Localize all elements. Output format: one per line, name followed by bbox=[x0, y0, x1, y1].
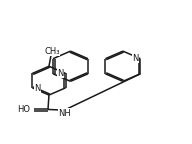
Text: HO: HO bbox=[17, 105, 30, 114]
Text: CH₃: CH₃ bbox=[45, 47, 60, 56]
Text: N: N bbox=[34, 84, 41, 93]
Text: N: N bbox=[132, 54, 139, 63]
Text: N: N bbox=[57, 69, 64, 78]
Text: NH: NH bbox=[58, 109, 71, 118]
